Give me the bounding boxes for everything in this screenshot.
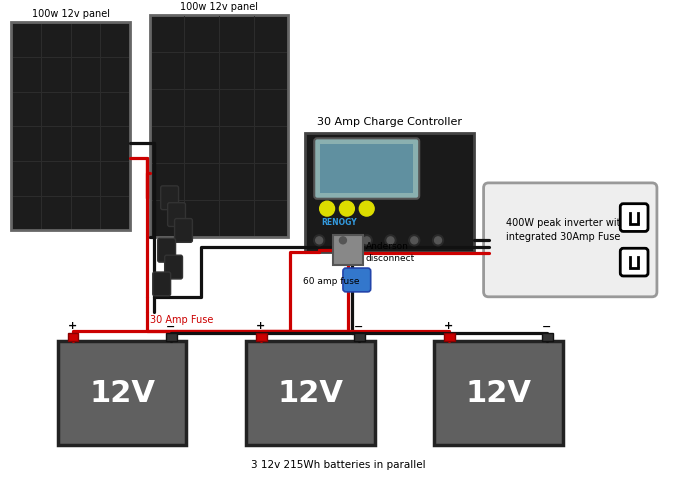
- Text: +: +: [68, 322, 77, 331]
- Bar: [354, 333, 364, 341]
- FancyBboxPatch shape: [153, 272, 171, 296]
- FancyBboxPatch shape: [620, 248, 648, 276]
- FancyBboxPatch shape: [57, 341, 186, 445]
- Text: RENOGY: RENOGY: [321, 218, 357, 227]
- FancyBboxPatch shape: [11, 22, 130, 230]
- FancyBboxPatch shape: [620, 204, 648, 231]
- Text: −: −: [166, 322, 176, 331]
- Bar: [256, 333, 267, 341]
- Text: 12V: 12V: [466, 379, 531, 408]
- Text: 12V: 12V: [89, 379, 155, 408]
- Text: 60 amp fuse: 60 amp fuse: [303, 277, 360, 286]
- Text: 30 Amp Charge Controller: 30 Amp Charge Controller: [317, 117, 462, 128]
- FancyBboxPatch shape: [343, 268, 371, 292]
- Circle shape: [340, 237, 346, 244]
- Text: +: +: [444, 322, 454, 331]
- FancyBboxPatch shape: [246, 341, 375, 445]
- Circle shape: [385, 235, 396, 246]
- Text: integrated 30Amp Fuse: integrated 30Amp Fuse: [506, 232, 621, 242]
- Text: 3 12v 215Wh batteries in parallel: 3 12v 215Wh batteries in parallel: [250, 460, 425, 470]
- FancyBboxPatch shape: [434, 341, 563, 445]
- Bar: [68, 333, 78, 341]
- FancyBboxPatch shape: [320, 144, 413, 193]
- FancyBboxPatch shape: [305, 133, 474, 252]
- FancyBboxPatch shape: [165, 255, 182, 279]
- Text: 100w 12v panel: 100w 12v panel: [32, 10, 109, 19]
- Circle shape: [433, 235, 443, 246]
- Text: 12V: 12V: [277, 379, 344, 408]
- Circle shape: [387, 237, 394, 244]
- Circle shape: [361, 235, 372, 246]
- Circle shape: [338, 235, 348, 246]
- Circle shape: [320, 201, 335, 216]
- FancyBboxPatch shape: [175, 218, 192, 242]
- Text: −: −: [354, 322, 363, 331]
- Circle shape: [411, 237, 418, 244]
- Circle shape: [314, 235, 325, 246]
- FancyBboxPatch shape: [167, 203, 186, 227]
- Text: +: +: [256, 322, 265, 331]
- Text: −: −: [542, 322, 551, 331]
- FancyBboxPatch shape: [333, 235, 362, 265]
- Circle shape: [316, 237, 323, 244]
- FancyBboxPatch shape: [158, 238, 176, 262]
- Circle shape: [435, 237, 441, 244]
- Text: 30 Amp Fuse: 30 Amp Fuse: [150, 314, 213, 325]
- Bar: [165, 333, 177, 341]
- Circle shape: [409, 235, 420, 246]
- Bar: [542, 333, 553, 341]
- FancyBboxPatch shape: [483, 183, 657, 297]
- FancyBboxPatch shape: [150, 14, 288, 237]
- FancyBboxPatch shape: [161, 186, 178, 210]
- Text: 400W peak inverter with: 400W peak inverter with: [506, 217, 627, 227]
- FancyBboxPatch shape: [315, 138, 419, 199]
- Text: 100w 12v panel: 100w 12v panel: [180, 1, 258, 12]
- Bar: [444, 333, 455, 341]
- Text: Anderson
disconnect: Anderson disconnect: [366, 242, 415, 263]
- Circle shape: [359, 201, 374, 216]
- Circle shape: [363, 237, 370, 244]
- Circle shape: [340, 201, 354, 216]
